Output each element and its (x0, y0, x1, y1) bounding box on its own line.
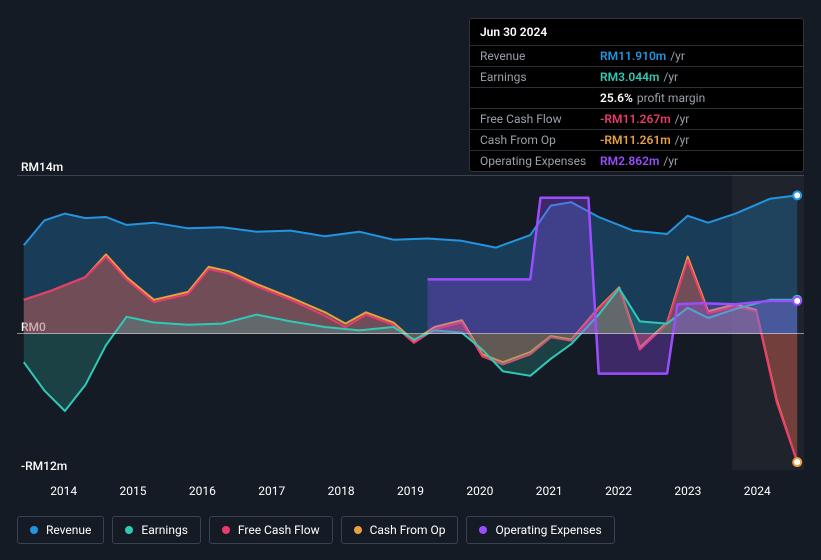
x-axis: 2014201520162017201820192020202120222023… (17, 484, 804, 498)
tooltip-metric-suffix: /yr (675, 133, 690, 147)
tooltip-metric-value: RM11.910m (600, 49, 666, 63)
legend-label: Free Cash Flow (238, 523, 320, 537)
legend-item-earnings[interactable]: Earnings (112, 516, 201, 544)
tooltip-metric-value: RM3.044m (600, 70, 659, 84)
chart-tooltip: Jun 30 2024 RevenueRM11.910m/yrEarningsR… (469, 18, 804, 172)
legend-dot-icon (479, 526, 487, 534)
series-end-marker-revenue (793, 191, 801, 199)
legend-label: Cash From Op (370, 523, 446, 537)
x-axis-tick: 2024 (723, 484, 792, 498)
tooltip-date: Jun 30 2024 (470, 19, 803, 46)
tooltip-row: EarningsRM3.044m/yr (470, 67, 803, 88)
legend-dot-icon (125, 526, 133, 534)
tooltip-sub-label: profit margin (637, 91, 705, 105)
x-axis-tick: 2014 (29, 484, 98, 498)
tooltip-metric-value: RM2.862m (600, 154, 659, 168)
tooltip-metric-label: Earnings (480, 70, 600, 84)
legend-item-fcf[interactable]: Free Cash Flow (209, 516, 333, 544)
x-axis-tick: 2020 (445, 484, 514, 498)
x-axis-tick: 2015 (98, 484, 167, 498)
x-axis-tick: 2021 (515, 484, 584, 498)
series-end-marker-opex (793, 297, 801, 305)
tooltip-metric-label: Operating Expenses (480, 154, 600, 168)
tooltip-metric-value: -RM11.267m (600, 112, 671, 126)
legend-dot-icon (30, 526, 38, 534)
series-end-marker-cfo (793, 458, 801, 466)
x-axis-tick: 2018 (306, 484, 375, 498)
legend-dot-icon (354, 526, 362, 534)
legend-label: Revenue (46, 523, 91, 537)
legend-item-cfo[interactable]: Cash From Op (341, 516, 459, 544)
tooltip-metric-label: Revenue (480, 49, 600, 63)
zero-line (17, 333, 804, 334)
legend-item-opex[interactable]: Operating Expenses (466, 516, 614, 544)
tooltip-row: Cash From Op-RM11.261m/yr (470, 130, 803, 151)
tooltip-metric-suffix: /yr (670, 49, 685, 63)
tooltip-metric-suffix: /yr (663, 154, 678, 168)
x-axis-tick: 2022 (584, 484, 653, 498)
financial-chart[interactable] (17, 175, 804, 470)
legend: Revenue Earnings Free Cash Flow Cash From O… (17, 516, 615, 544)
tooltip-row: Free Cash Flow-RM11.267m/yr (470, 109, 803, 130)
tooltip-metric-label: Cash From Op (480, 133, 600, 147)
y-axis-label-max: RM14m (21, 160, 63, 174)
legend-label: Earnings (141, 523, 188, 537)
tooltip-row: RevenueRM11.910m/yr (470, 46, 803, 67)
x-axis-tick: 2016 (168, 484, 237, 498)
x-axis-tick: 2019 (376, 484, 445, 498)
tooltip-metric-suffix: /yr (663, 70, 678, 84)
tooltip-sub-value: 25.6% (600, 91, 633, 105)
legend-label: Operating Expenses (495, 523, 601, 537)
x-axis-tick: 2023 (653, 484, 722, 498)
tooltip-metric-suffix: /yr (675, 112, 690, 126)
tooltip-metric-value: -RM11.261m (600, 133, 671, 147)
legend-dot-icon (222, 526, 230, 534)
tooltip-metric-label: Free Cash Flow (480, 112, 600, 126)
tooltip-subrow: 25.6% profit margin (470, 88, 803, 109)
x-axis-tick: 2017 (237, 484, 306, 498)
legend-item-revenue[interactable]: Revenue (17, 516, 104, 544)
tooltip-row: Operating ExpensesRM2.862m/yr (470, 151, 803, 171)
